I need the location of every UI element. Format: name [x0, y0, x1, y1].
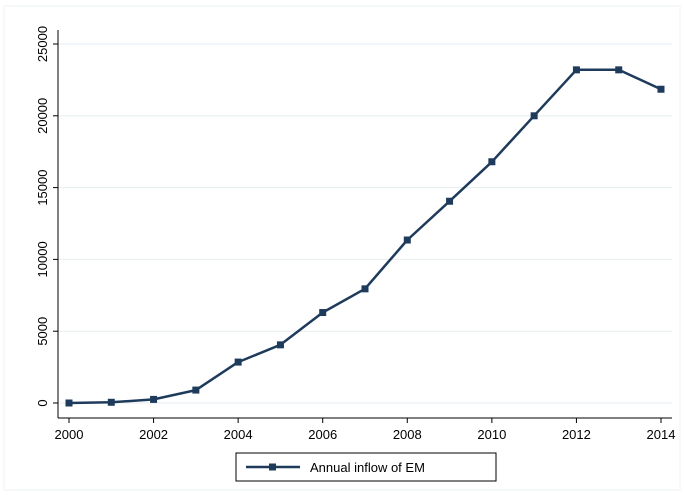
- data-point-2013: [615, 66, 623, 74]
- data-point-2009: [446, 197, 454, 205]
- figure-border: [3, 5, 681, 491]
- data-point-2014: [657, 85, 665, 93]
- data-point-2008: [403, 236, 411, 244]
- x-tick-label-5: 2010: [477, 427, 506, 442]
- data-point-2012: [572, 66, 580, 74]
- data-point-2003: [192, 386, 200, 394]
- y-tick-label-3: 15000: [35, 170, 50, 206]
- y-tick-label-4: 20000: [35, 98, 50, 134]
- x-tick-label-1: 2002: [139, 427, 168, 442]
- data-point-2010: [488, 158, 496, 166]
- data-point-2005: [276, 341, 284, 349]
- axes: 0 5000 10000 15000 20000 25000 2000 2002 2004 200…: [35, 26, 675, 442]
- data-point-2006: [319, 309, 327, 317]
- x-tick-label-7: 2014: [647, 427, 676, 442]
- legend-swatch-marker: [269, 463, 276, 471]
- legend-label: Annual inflow of EM: [310, 460, 425, 475]
- x-tick-label-6: 2012: [562, 427, 591, 442]
- data-point-2007: [361, 285, 369, 293]
- data-point-2004: [234, 358, 242, 366]
- x-tick-label-2: 2004: [224, 427, 253, 442]
- data-point-2001: [107, 398, 115, 406]
- data-point-2011: [530, 112, 538, 120]
- x-tick-label-4: 2008: [393, 427, 422, 442]
- y-tick-label-2: 10000: [35, 241, 50, 277]
- x-tick-label-3: 2006: [308, 427, 337, 442]
- y-tick-label-1: 5000: [35, 317, 50, 346]
- y-tick-label-5: 25000: [35, 26, 50, 62]
- y-tick-label-0: 0: [35, 399, 50, 406]
- gridlines: [58, 43, 672, 404]
- plot-area: [58, 30, 672, 418]
- series-layer: [65, 66, 665, 407]
- legend: Annual inflow of EM: [235, 452, 497, 482]
- data-point-2002: [150, 395, 158, 403]
- x-tick-label-0: 2000: [55, 427, 84, 442]
- data-point-2000: [65, 399, 73, 407]
